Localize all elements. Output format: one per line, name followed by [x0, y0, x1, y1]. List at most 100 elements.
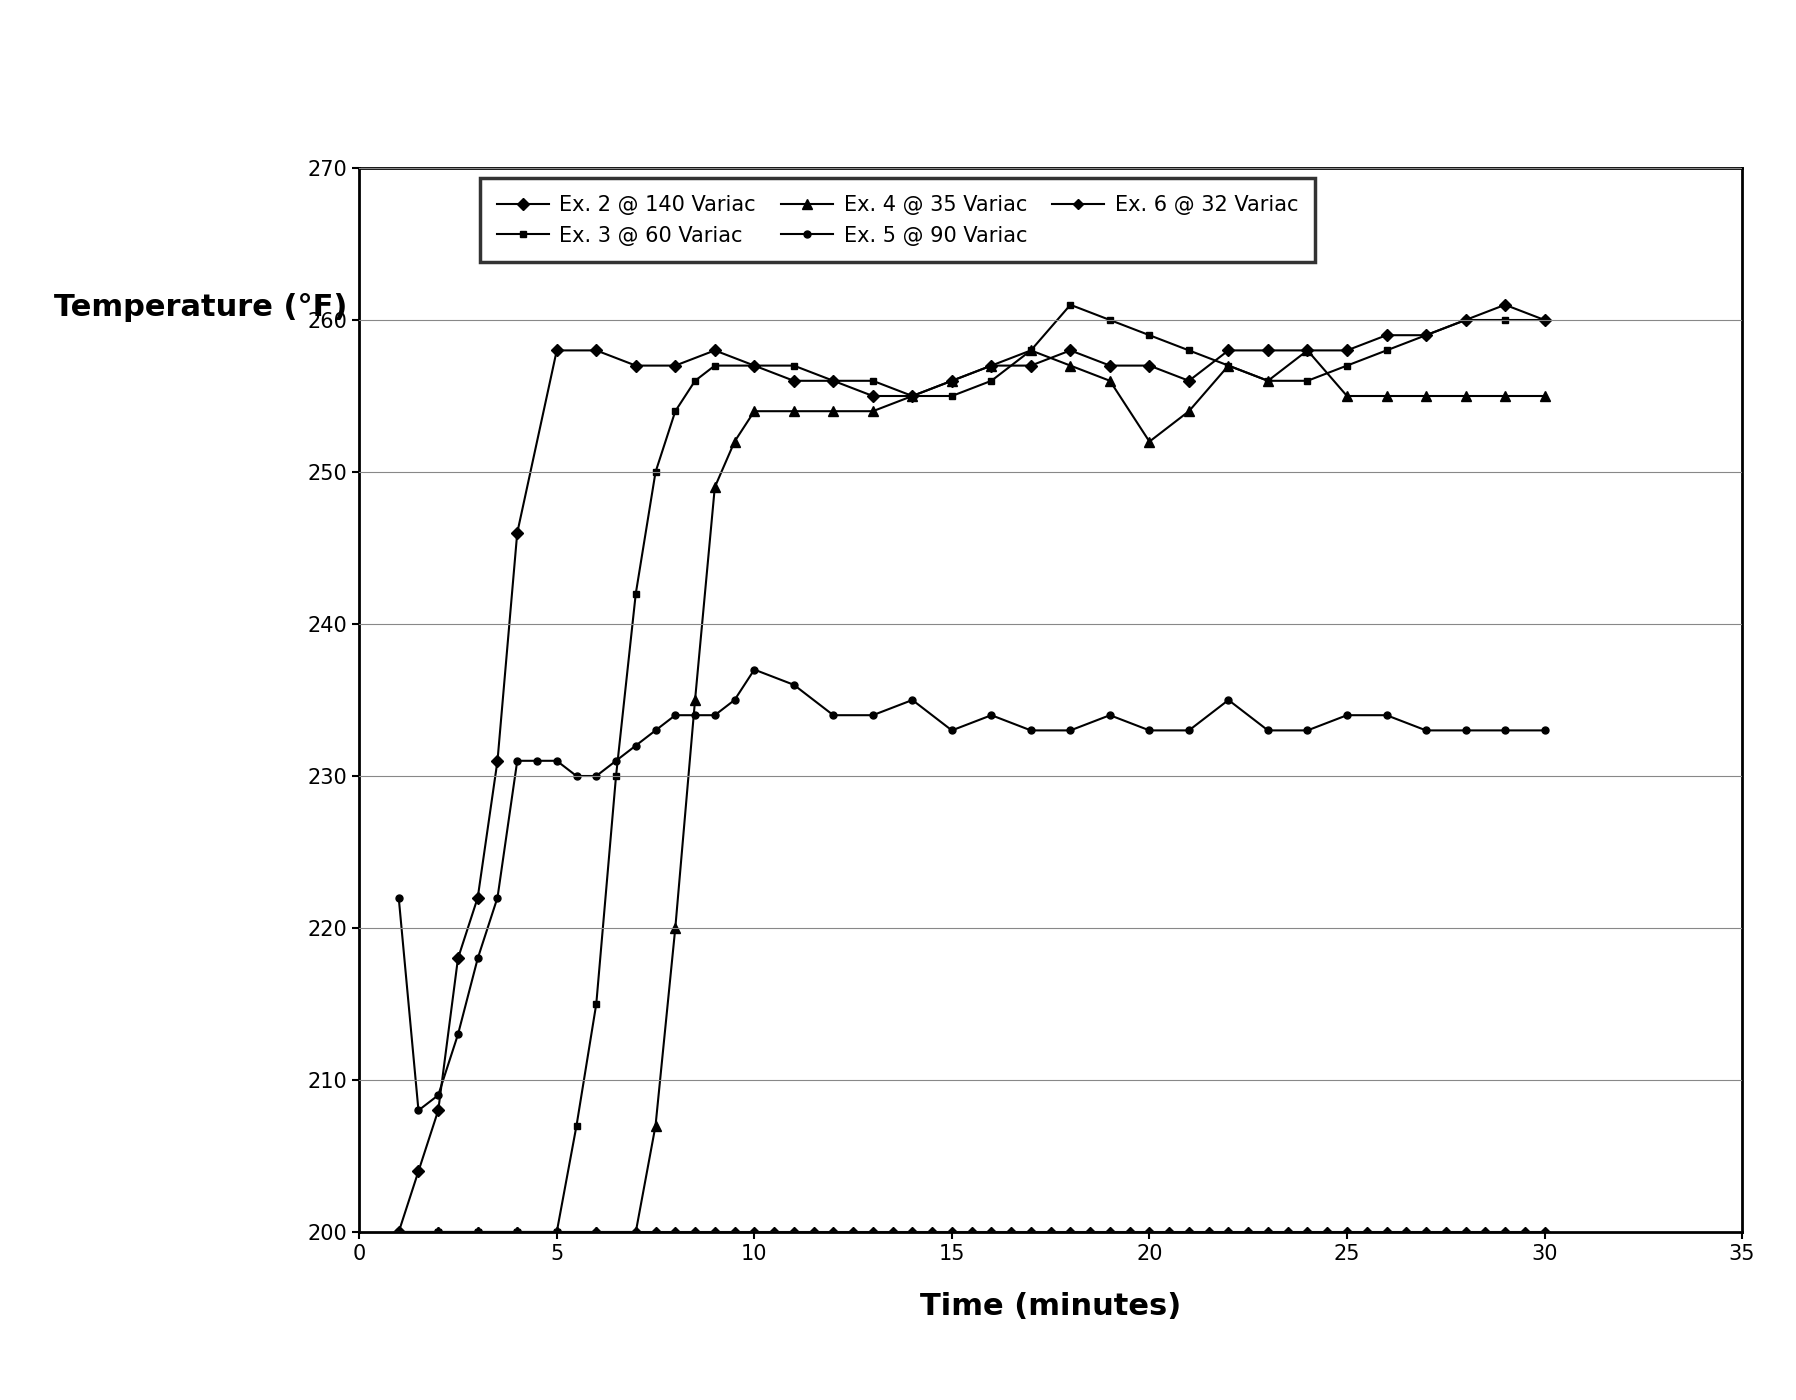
- Ex. 2 @ 140 Variac: [862, 388, 884, 405]
- Ex. 5 @ 90 Variac: [783, 676, 805, 693]
- Ex. 3 @ 60 Variac: [1218, 357, 1239, 374]
- Ex. 2 @ 140 Variac: [783, 372, 805, 389]
- Legend: Ex. 2 @ 140 Variac, Ex. 3 @ 60 Variac, Ex. 4 @ 35 Variac, Ex. 5 @ 90 Variac, Ex.: Ex. 2 @ 140 Variac, Ex. 3 @ 60 Variac, E…: [480, 178, 1315, 262]
- Ex. 3 @ 60 Variac: [981, 372, 1002, 389]
- Ex. 6 @ 32 Variac: [1297, 1224, 1318, 1240]
- Ex. 2 @ 140 Variac: [506, 525, 528, 542]
- Ex. 2 @ 140 Variac: [1020, 357, 1042, 374]
- Ex. 4 @ 35 Variac: [1139, 433, 1160, 449]
- Ex. 4 @ 35 Variac: [1336, 388, 1358, 405]
- Ex. 4 @ 35 Variac: [684, 692, 706, 708]
- Ex. 4 @ 35 Variac: [1376, 388, 1397, 405]
- Ex. 4 @ 35 Variac: [1218, 357, 1239, 374]
- Ex. 2 @ 140 Variac: [1060, 342, 1081, 358]
- Ex. 3 @ 60 Variac: [1178, 342, 1200, 358]
- Ex. 2 @ 140 Variac: [427, 1102, 449, 1119]
- Ex. 3 @ 60 Variac: [704, 357, 726, 374]
- Line: Ex. 6 @ 32 Variac: Ex. 6 @ 32 Variac: [395, 1229, 1548, 1235]
- Ex. 6 @ 32 Variac: [1099, 1224, 1121, 1240]
- Ex. 6 @ 32 Variac: [1119, 1224, 1140, 1240]
- Ex. 3 @ 60 Variac: [1455, 312, 1476, 329]
- Ex. 4 @ 35 Variac: [388, 1224, 409, 1240]
- Ex. 3 @ 60 Variac: [862, 372, 884, 389]
- Ex. 3 @ 60 Variac: [566, 1117, 587, 1134]
- Ex. 2 @ 140 Variac: [1415, 326, 1437, 343]
- Ex. 5 @ 90 Variac: [1139, 722, 1160, 739]
- Ex. 3 @ 60 Variac: [605, 767, 627, 784]
- Ex. 4 @ 35 Variac: [981, 357, 1002, 374]
- Ex. 5 @ 90 Variac: [1415, 722, 1437, 739]
- Ex. 3 @ 60 Variac: [546, 1224, 568, 1240]
- Ex. 3 @ 60 Variac: [506, 1224, 528, 1240]
- Ex. 3 @ 60 Variac: [1297, 372, 1318, 389]
- Ex. 5 @ 90 Variac: [981, 707, 1002, 724]
- Ex. 2 @ 140 Variac: [1494, 297, 1516, 314]
- Ex. 4 @ 35 Variac: [665, 920, 686, 937]
- Ex. 3 @ 60 Variac: [1415, 326, 1437, 343]
- Ex. 5 @ 90 Variac: [546, 752, 568, 769]
- Ex. 5 @ 90 Variac: [665, 707, 686, 724]
- Ex. 4 @ 35 Variac: [744, 403, 765, 420]
- Ex. 3 @ 60 Variac: [1376, 342, 1397, 358]
- Ex. 4 @ 35 Variac: [1020, 342, 1042, 358]
- Ex. 2 @ 140 Variac: [487, 752, 508, 769]
- Ex. 2 @ 140 Variac: [1336, 342, 1358, 358]
- Ex. 3 @ 60 Variac: [1336, 357, 1358, 374]
- Ex. 2 @ 140 Variac: [1139, 357, 1160, 374]
- Ex. 2 @ 140 Variac: [467, 889, 489, 906]
- Ex. 3 @ 60 Variac: [1534, 312, 1555, 329]
- Line: Ex. 3 @ 60 Variac: Ex. 3 @ 60 Variac: [395, 301, 1548, 1235]
- Ex. 4 @ 35 Variac: [467, 1224, 489, 1240]
- Ex. 5 @ 90 Variac: [506, 752, 528, 769]
- Ex. 2 @ 140 Variac: [625, 357, 647, 374]
- Ex. 5 @ 90 Variac: [467, 951, 489, 967]
- Ex. 3 @ 60 Variac: [941, 388, 963, 405]
- Ex. 6 @ 32 Variac: [1534, 1224, 1555, 1240]
- Ex. 3 @ 60 Variac: [665, 403, 686, 420]
- Ex. 4 @ 35 Variac: [546, 1224, 568, 1240]
- Ex. 5 @ 90 Variac: [447, 1026, 469, 1043]
- Ex. 5 @ 90 Variac: [1494, 722, 1516, 739]
- Ex. 2 @ 140 Variac: [744, 357, 765, 374]
- Ex. 2 @ 140 Variac: [408, 1163, 429, 1180]
- Ex. 3 @ 60 Variac: [1099, 312, 1121, 329]
- Ex. 5 @ 90 Variac: [605, 752, 627, 769]
- Ex. 5 @ 90 Variac: [902, 692, 923, 708]
- Ex. 2 @ 140 Variac: [447, 951, 469, 967]
- Text: Temperature (°F): Temperature (°F): [54, 294, 347, 322]
- Ex. 3 @ 60 Variac: [645, 463, 666, 480]
- Ex. 5 @ 90 Variac: [388, 889, 409, 906]
- Ex. 3 @ 60 Variac: [823, 372, 844, 389]
- Ex. 3 @ 60 Variac: [1139, 326, 1160, 343]
- Ex. 4 @ 35 Variac: [1099, 372, 1121, 389]
- Ex. 5 @ 90 Variac: [1060, 722, 1081, 739]
- Ex. 5 @ 90 Variac: [1297, 722, 1318, 739]
- Ex. 4 @ 35 Variac: [783, 403, 805, 420]
- Ex. 4 @ 35 Variac: [585, 1224, 607, 1240]
- Ex. 5 @ 90 Variac: [941, 722, 963, 739]
- Ex. 5 @ 90 Variac: [862, 707, 884, 724]
- Ex. 4 @ 35 Variac: [1534, 388, 1555, 405]
- Ex. 5 @ 90 Variac: [1336, 707, 1358, 724]
- Ex. 2 @ 140 Variac: [546, 342, 568, 358]
- Ex. 4 @ 35 Variac: [1257, 372, 1279, 389]
- Ex. 4 @ 35 Variac: [724, 433, 745, 449]
- Ex. 4 @ 35 Variac: [704, 479, 726, 496]
- Ex. 3 @ 60 Variac: [783, 357, 805, 374]
- Ex. 6 @ 32 Variac: [783, 1224, 805, 1240]
- X-axis label: Time (minutes): Time (minutes): [920, 1292, 1182, 1320]
- Ex. 5 @ 90 Variac: [408, 1102, 429, 1119]
- Ex. 3 @ 60 Variac: [585, 995, 607, 1012]
- Ex. 4 @ 35 Variac: [823, 403, 844, 420]
- Ex. 2 @ 140 Variac: [941, 372, 963, 389]
- Ex. 3 @ 60 Variac: [1257, 372, 1279, 389]
- Ex. 4 @ 35 Variac: [1415, 388, 1437, 405]
- Ex. 2 @ 140 Variac: [902, 388, 923, 405]
- Ex. 5 @ 90 Variac: [1178, 722, 1200, 739]
- Ex. 5 @ 90 Variac: [1376, 707, 1397, 724]
- Ex. 2 @ 140 Variac: [1376, 326, 1397, 343]
- Ex. 5 @ 90 Variac: [1455, 722, 1476, 739]
- Ex. 5 @ 90 Variac: [1218, 692, 1239, 708]
- Ex. 4 @ 35 Variac: [1297, 342, 1318, 358]
- Ex. 4 @ 35 Variac: [862, 403, 884, 420]
